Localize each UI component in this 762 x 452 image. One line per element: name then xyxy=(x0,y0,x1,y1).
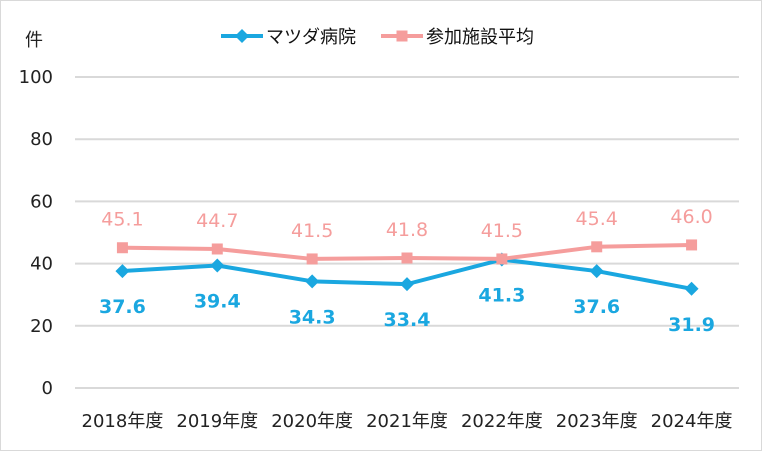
data-label: 37.6 xyxy=(573,296,620,318)
data-label: 39.4 xyxy=(194,290,241,312)
legend-marker xyxy=(235,29,249,43)
y-tick-label: 40 xyxy=(30,254,53,275)
data-label: 45.4 xyxy=(576,208,618,230)
data-point xyxy=(401,252,413,264)
data-label: 45.1 xyxy=(101,209,143,231)
x-tick-label: 2020年度 xyxy=(271,411,353,432)
data-label: 46.0 xyxy=(670,206,712,228)
y-tick-label: 100 xyxy=(19,67,53,88)
data-label: 41.5 xyxy=(481,220,523,242)
data-label: 34.3 xyxy=(289,306,336,328)
data-point xyxy=(400,277,414,292)
data-label: 44.7 xyxy=(196,210,238,232)
data-point xyxy=(211,243,223,255)
data-point xyxy=(305,274,320,289)
x-tick-label: 2021年度 xyxy=(366,411,448,432)
legend-label: 参加施設平均 xyxy=(426,27,534,48)
data-label: 37.6 xyxy=(99,296,146,318)
data-point xyxy=(589,264,604,279)
y-tick-label: 60 xyxy=(30,191,53,212)
legend-marker xyxy=(396,30,408,42)
y-axis-label: 件 xyxy=(25,30,43,51)
data-point xyxy=(496,253,508,265)
x-tick-label: 2024年度 xyxy=(651,411,733,432)
data-point xyxy=(591,241,603,253)
legend-item-2: 参加施設平均 xyxy=(381,27,534,48)
x-tick-label: 2023年度 xyxy=(556,411,638,432)
legend-label: マツダ病院 xyxy=(266,27,356,48)
data-label: 41.8 xyxy=(386,219,428,241)
y-tick-label: 80 xyxy=(30,129,53,150)
y-tick-label: 0 xyxy=(42,378,53,399)
legend-item-1: マツダ病院 xyxy=(221,27,356,48)
x-tick-label: 2019年度 xyxy=(176,411,258,432)
series-1: 37.6 39.4 34.3 33.4 41.3 37.6 31.9 xyxy=(99,252,715,336)
y-tick-label: 20 xyxy=(30,316,53,337)
x-tick-label: 2018年度 xyxy=(82,411,164,432)
series-2: 45.1 44.7 41.5 41.8 41.5 45.4 46.0 xyxy=(101,206,713,265)
x-tick-label: 2022年度 xyxy=(461,411,543,432)
data-point xyxy=(115,264,130,279)
data-point xyxy=(684,281,699,296)
data-label: 31.9 xyxy=(668,314,715,336)
data-point xyxy=(116,242,128,254)
data-label: 41.5 xyxy=(291,220,333,242)
data-label: 41.3 xyxy=(478,285,525,307)
data-point xyxy=(686,239,698,251)
data-point xyxy=(210,258,225,273)
data-point xyxy=(306,253,318,265)
data-label: 33.4 xyxy=(384,309,431,331)
